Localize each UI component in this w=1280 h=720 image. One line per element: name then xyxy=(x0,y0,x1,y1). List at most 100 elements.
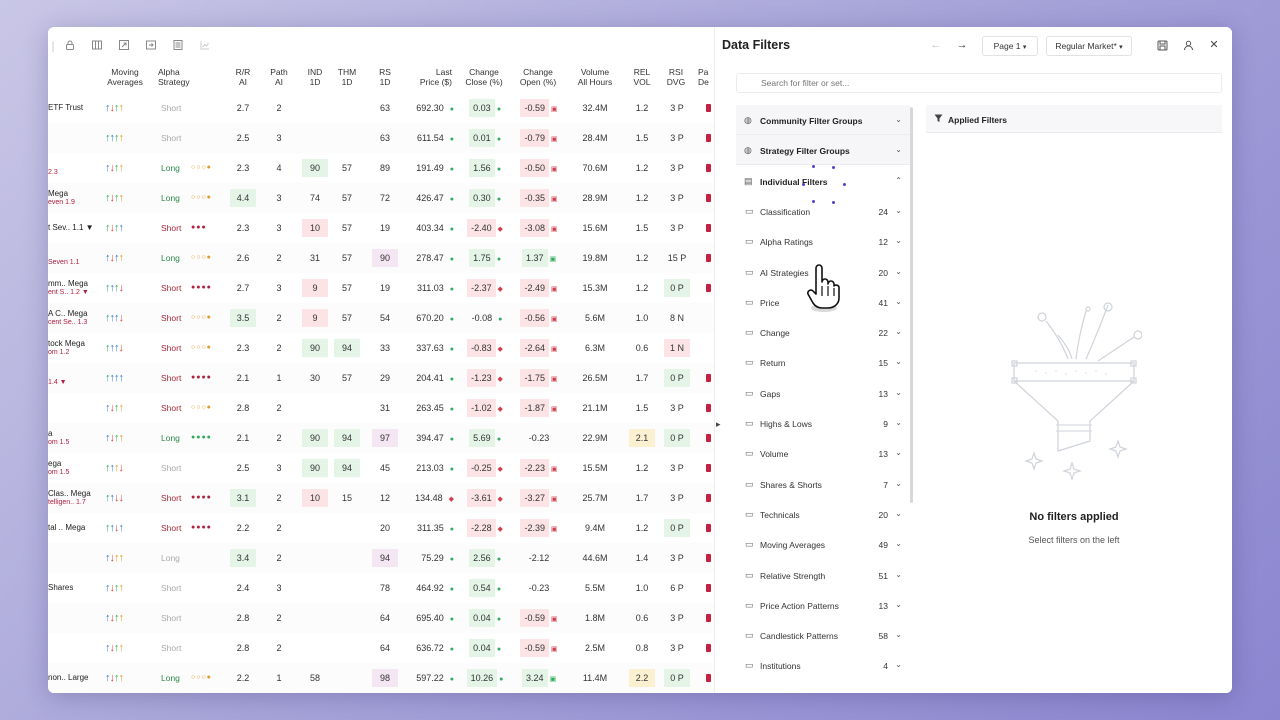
table-row[interactable]: 1.4 ▼ ↑↑↑↑ Short ●●●● 2.1 1 30 57 29 204.41 ● -1.2… xyxy=(48,363,714,393)
forward-arrow-icon[interactable]: → xyxy=(952,36,972,56)
filter-category-alpha-ratings[interactable]: ▭ Alpha Ratings 12 ⌄ xyxy=(736,226,910,256)
col-rsi-dvg[interactable]: RSI DVG xyxy=(666,67,686,87)
symbol-name[interactable]: mm.. Mega ent S.. 1.2 ▼ xyxy=(48,273,100,303)
table-row[interactable]: ↑↑↑↑ Short 2.5 3 63 611.54 ● 0.01 ● -0.79 ▣ 28.4… xyxy=(48,123,714,153)
calculator-icon[interactable] xyxy=(171,39,185,53)
page-select[interactable]: Page 1 ▾ xyxy=(982,36,1038,56)
filter-category-institutions[interactable]: ▭ Institutions 4 ⌄ xyxy=(736,650,910,680)
table-row[interactable]: a om 1.5 ↑↓↑↑ Long ●●●● 2.1 2 90 94 97 394.47 ● 5.6… xyxy=(48,423,714,453)
filter-list-scrollbar[interactable] xyxy=(910,107,913,503)
col-pa-de[interactable]: Pa De xyxy=(698,67,709,87)
symbol-name[interactable]: tal .. Mega xyxy=(48,513,100,543)
table-row[interactable]: ↑↓↑↑ Short ○○○● 2.8 2 31 263.45 ● -1.02 ◆ -1.87 … xyxy=(48,393,714,423)
table-row[interactable]: A C.. Mega cent Se.. 1.3 ↑↑↑↓ Short ○○○● 3.5 2… xyxy=(48,303,714,333)
price-marker-icon: ● xyxy=(447,316,454,323)
filter-category-volume[interactable]: ▭ Volume 13 ⌄ xyxy=(736,438,910,468)
filter-category-shares-shorts[interactable]: ▭ Shares & Shorts 7 ⌄ xyxy=(736,469,910,499)
symbol-name[interactable] xyxy=(48,633,100,663)
col-moving-averages[interactable]: Moving Averages xyxy=(107,67,143,87)
table-row[interactable]: t Sev.. 1.1 ▼ ↑↓↑↑ Short ●●● 2.3 3 10 57 19 403.3… xyxy=(48,213,714,243)
filter-category-technicals[interactable]: ▭ Technicals 20 ⌄ xyxy=(736,499,910,529)
filter-search-input[interactable] xyxy=(736,73,1222,93)
symbol-name[interactable]: Seven 1.1 xyxy=(48,243,100,273)
table-row[interactable]: tock Mega om 1.2 ↑↑↑↓ Short ○○○● 2.3 2 90 94 33 33… xyxy=(48,333,714,363)
symbol-name[interactable]: a om 1.5 xyxy=(48,423,100,453)
rs-1d-cell-value: 33 xyxy=(379,343,390,353)
rr-ai-cell-value: 2.2 xyxy=(236,673,250,683)
close-icon[interactable]: ✕ xyxy=(1204,36,1224,56)
filter-category-return[interactable]: ▭ Return 15 ⌄ xyxy=(736,347,910,377)
rel-vol-cell: 1.2 xyxy=(628,273,656,303)
col-path-ai[interactable]: Path AI xyxy=(270,67,288,87)
table-row[interactable]: ega om 1.5 ↑↑↑↓ Short 2.5 3 90 94 45 213.03 ● -0.2… xyxy=(48,453,714,483)
symbol-name[interactable]: ETF Trust xyxy=(48,93,100,123)
filter-category-moving-averages[interactable]: ▭ Moving Averages 49 ⌄ xyxy=(736,529,910,559)
symbol-name[interactable]: tock Mega om 1.2 xyxy=(48,333,100,363)
filter-category-gaps[interactable]: ▭ Gaps 13 ⌄ xyxy=(736,378,910,408)
lock-icon[interactable] xyxy=(63,39,77,53)
col-thm-1d[interactable]: THM 1D xyxy=(337,67,357,87)
symbol-name[interactable] xyxy=(48,543,100,573)
symbol-name[interactable] xyxy=(48,123,100,153)
col-alpha-strategy[interactable]: Alpha Strategy xyxy=(158,67,190,87)
symbol-name[interactable] xyxy=(48,393,100,423)
symbol-name[interactable]: 2.3 xyxy=(48,153,100,183)
table-row[interactable]: ↑↓↑↑ Short 2.8 2 64 636.72 ● 0.04 ● -0.59 ▣ 2.5M… xyxy=(48,633,714,663)
col-change-open[interactable]: Change Open (%) xyxy=(519,67,557,87)
table-row[interactable]: ETF Trust ↑↓↑↑ Short 2.7 2 63 692.30 ● 0.03 ● -0… xyxy=(48,93,714,123)
symbol-name[interactable]: t Sev.. 1.1 ▼ xyxy=(48,213,100,243)
symbol-name[interactable]: ega om 1.5 xyxy=(48,453,100,483)
table-row[interactable]: non.. Large ↑↓↑↑ Long ○○○● 2.2 1 58 98 597.22 ● 1… xyxy=(48,663,714,693)
symbol-name[interactable]: 1.4 ▼ xyxy=(48,363,100,393)
change-open-cell: -2.49 ▣ xyxy=(514,273,564,303)
table-row[interactable]: tal .. Mega ↑↑↓↑ Short ●●●● 2.2 2 20 311.35 ● -2… xyxy=(48,513,714,543)
filter-category-price[interactable]: ▭ Price 41 ⌄ xyxy=(736,287,910,317)
table-row[interactable]: mm.. Mega ent S.. 1.2 ▼ ↑↑↑↓ Short ●●●● 2.7 3 9… xyxy=(48,273,714,303)
path-ai-cell: 3 xyxy=(264,183,294,213)
filter-category-change[interactable]: ▭ Change 22 ⌄ xyxy=(736,317,910,347)
filter-group-individual-filters[interactable]: ▤ Individual Filters ⌃ xyxy=(736,166,910,196)
col-last-price[interactable]: Last Price ($) xyxy=(419,67,452,87)
table-row[interactable]: ↑↓↑↑ Long 3.4 2 94 75.29 ● 2.56 ● -2.12 44.6M 1.4… xyxy=(48,543,714,573)
col-rel-vol[interactable]: REL VOL xyxy=(633,67,651,87)
filter-category-relative-strength[interactable]: ▭ Relative Strength 51 ⌄ xyxy=(736,560,910,590)
back-arrow-icon[interactable]: ← xyxy=(926,36,946,56)
market-select[interactable]: Regular Market* ▾ xyxy=(1046,36,1132,56)
symbol-name[interactable]: A C.. Mega cent Se.. 1.3 xyxy=(48,303,100,333)
filter-category-candlestick-patterns[interactable]: ▭ Candlestick Patterns 58 ⌄ xyxy=(736,620,910,650)
filter-category-classification[interactable]: ▭ Classification 24 ⌄ xyxy=(736,196,910,226)
symbol-name[interactable]: Shares xyxy=(48,573,100,603)
thm-1d-cell-value: 57 xyxy=(341,283,352,293)
caret-right-icon[interactable]: ▸ xyxy=(716,419,721,429)
table-row[interactable]: ↑↓↑↑ Short 2.8 2 64 695.40 ● 0.04 ● -0.59 ▣ 1.8M… xyxy=(48,603,714,633)
symbol-name[interactable]: Clas.. Mega telligen.. 1.7 xyxy=(48,483,100,513)
collapse-icon[interactable] xyxy=(144,39,158,53)
change-marker-icon: ◆ xyxy=(495,346,503,353)
col-rs-1d[interactable]: RS 1D xyxy=(379,67,391,87)
table-row[interactable]: Mega even 1.9 ↑↓↑↑ Long ○○○● 4.4 3 74 57 72 426.47… xyxy=(48,183,714,213)
symbol-name[interactable]: non.. Large xyxy=(48,663,100,693)
filter-group-strategy-filter-groups[interactable]: ◍ Strategy Filter Groups ⌄ xyxy=(736,135,910,166)
table-row[interactable]: Seven 1.1 ↑↓↑↑ Long ○○○● 2.6 2 31 57 90 278.47 ● 1… xyxy=(48,243,714,273)
columns-icon[interactable] xyxy=(90,39,104,53)
filter-category-price-action-patterns[interactable]: ▭ Price Action Patterns 13 ⌄ xyxy=(736,590,910,620)
filter-group-community-filter-groups[interactable]: ◍ Community Filter Groups ⌄ xyxy=(736,105,910,135)
filter-category-ai-strategies[interactable]: ▭ AI Strategies 20 ⌄ xyxy=(736,257,910,287)
col-change-close[interactable]: Change Close (%) xyxy=(465,67,503,87)
table-row[interactable]: Clas.. Mega telligen.. 1.7 ↑↑↓↓ Short ●●●● 3.… xyxy=(48,483,714,513)
col-ind-1d[interactable]: IND 1D xyxy=(307,67,323,87)
expand-icon[interactable] xyxy=(117,39,131,53)
panel-divider[interactable] xyxy=(714,27,715,693)
symbol-name[interactable] xyxy=(48,603,100,633)
change-marker-icon: ● xyxy=(497,676,504,683)
arrow-icon: ↑ xyxy=(109,522,115,534)
table-row[interactable]: 2.3 ↑↓↑↑ Long ○○○● 2.3 4 90 57 89 191.49 ● 1.56 ● -… xyxy=(48,153,714,183)
symbol-name[interactable]: Mega even 1.9 xyxy=(48,183,100,213)
save-icon[interactable] xyxy=(1152,36,1172,56)
col-volume[interactable]: Volume All Hours xyxy=(577,67,613,87)
table-row[interactable]: Shares ↑↓↑↑ Short 2.4 3 78 464.92 ● 0.54 ● -0.23… xyxy=(48,573,714,603)
user-settings-icon[interactable] xyxy=(1178,36,1198,56)
chart-icon[interactable] xyxy=(198,39,212,53)
col-rr-ai[interactable]: R/R AI xyxy=(235,67,251,87)
filter-category-highs-lows[interactable]: ▭ Highs & Lows 9 ⌄ xyxy=(736,408,910,438)
